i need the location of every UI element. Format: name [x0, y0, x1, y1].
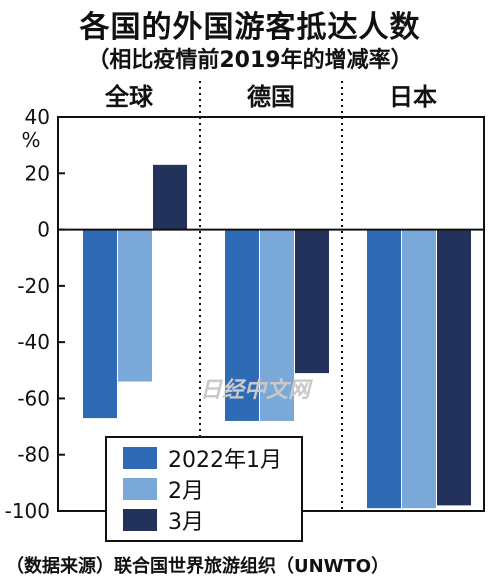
- y-tick-label: -100: [5, 499, 50, 523]
- bar: [402, 229, 436, 509]
- y-tick-label: -80: [17, 443, 50, 467]
- legend-label: 2月: [168, 479, 204, 504]
- y-tick-label: 20: [25, 161, 50, 185]
- bar: [367, 229, 401, 509]
- bar: [437, 229, 471, 506]
- y-unit-label: %: [21, 128, 40, 152]
- y-tick-label: -60: [17, 386, 50, 410]
- legend-swatch: [123, 509, 157, 531]
- chart-subtitle: （相比疫情前2019年的增减率）: [87, 48, 413, 73]
- bar: [153, 164, 187, 230]
- bar: [260, 229, 294, 421]
- legend-label: 2022年1月: [168, 448, 282, 473]
- legend-label: 3月: [168, 510, 204, 535]
- category-label: 全球: [104, 83, 154, 111]
- watermark-text: 日经中文网: [200, 377, 313, 403]
- legend-swatch: [123, 447, 157, 469]
- category-label: 德国: [247, 83, 295, 111]
- y-tick-label: 40: [25, 105, 50, 129]
- y-tick-label: -20: [17, 274, 50, 298]
- bar: [225, 229, 259, 421]
- bar: [83, 229, 117, 419]
- chart-title: 各国的外国游客抵达人数: [79, 10, 421, 45]
- source-note: （数据来源）联合国世界旅游组织（UNWTO）: [6, 556, 390, 577]
- y-tick-label: 0: [37, 218, 50, 242]
- bar: [118, 229, 152, 382]
- legend-swatch: [123, 478, 157, 500]
- category-label: 日本: [389, 83, 437, 111]
- y-tick-label: -40: [17, 330, 50, 354]
- bar: [295, 229, 329, 374]
